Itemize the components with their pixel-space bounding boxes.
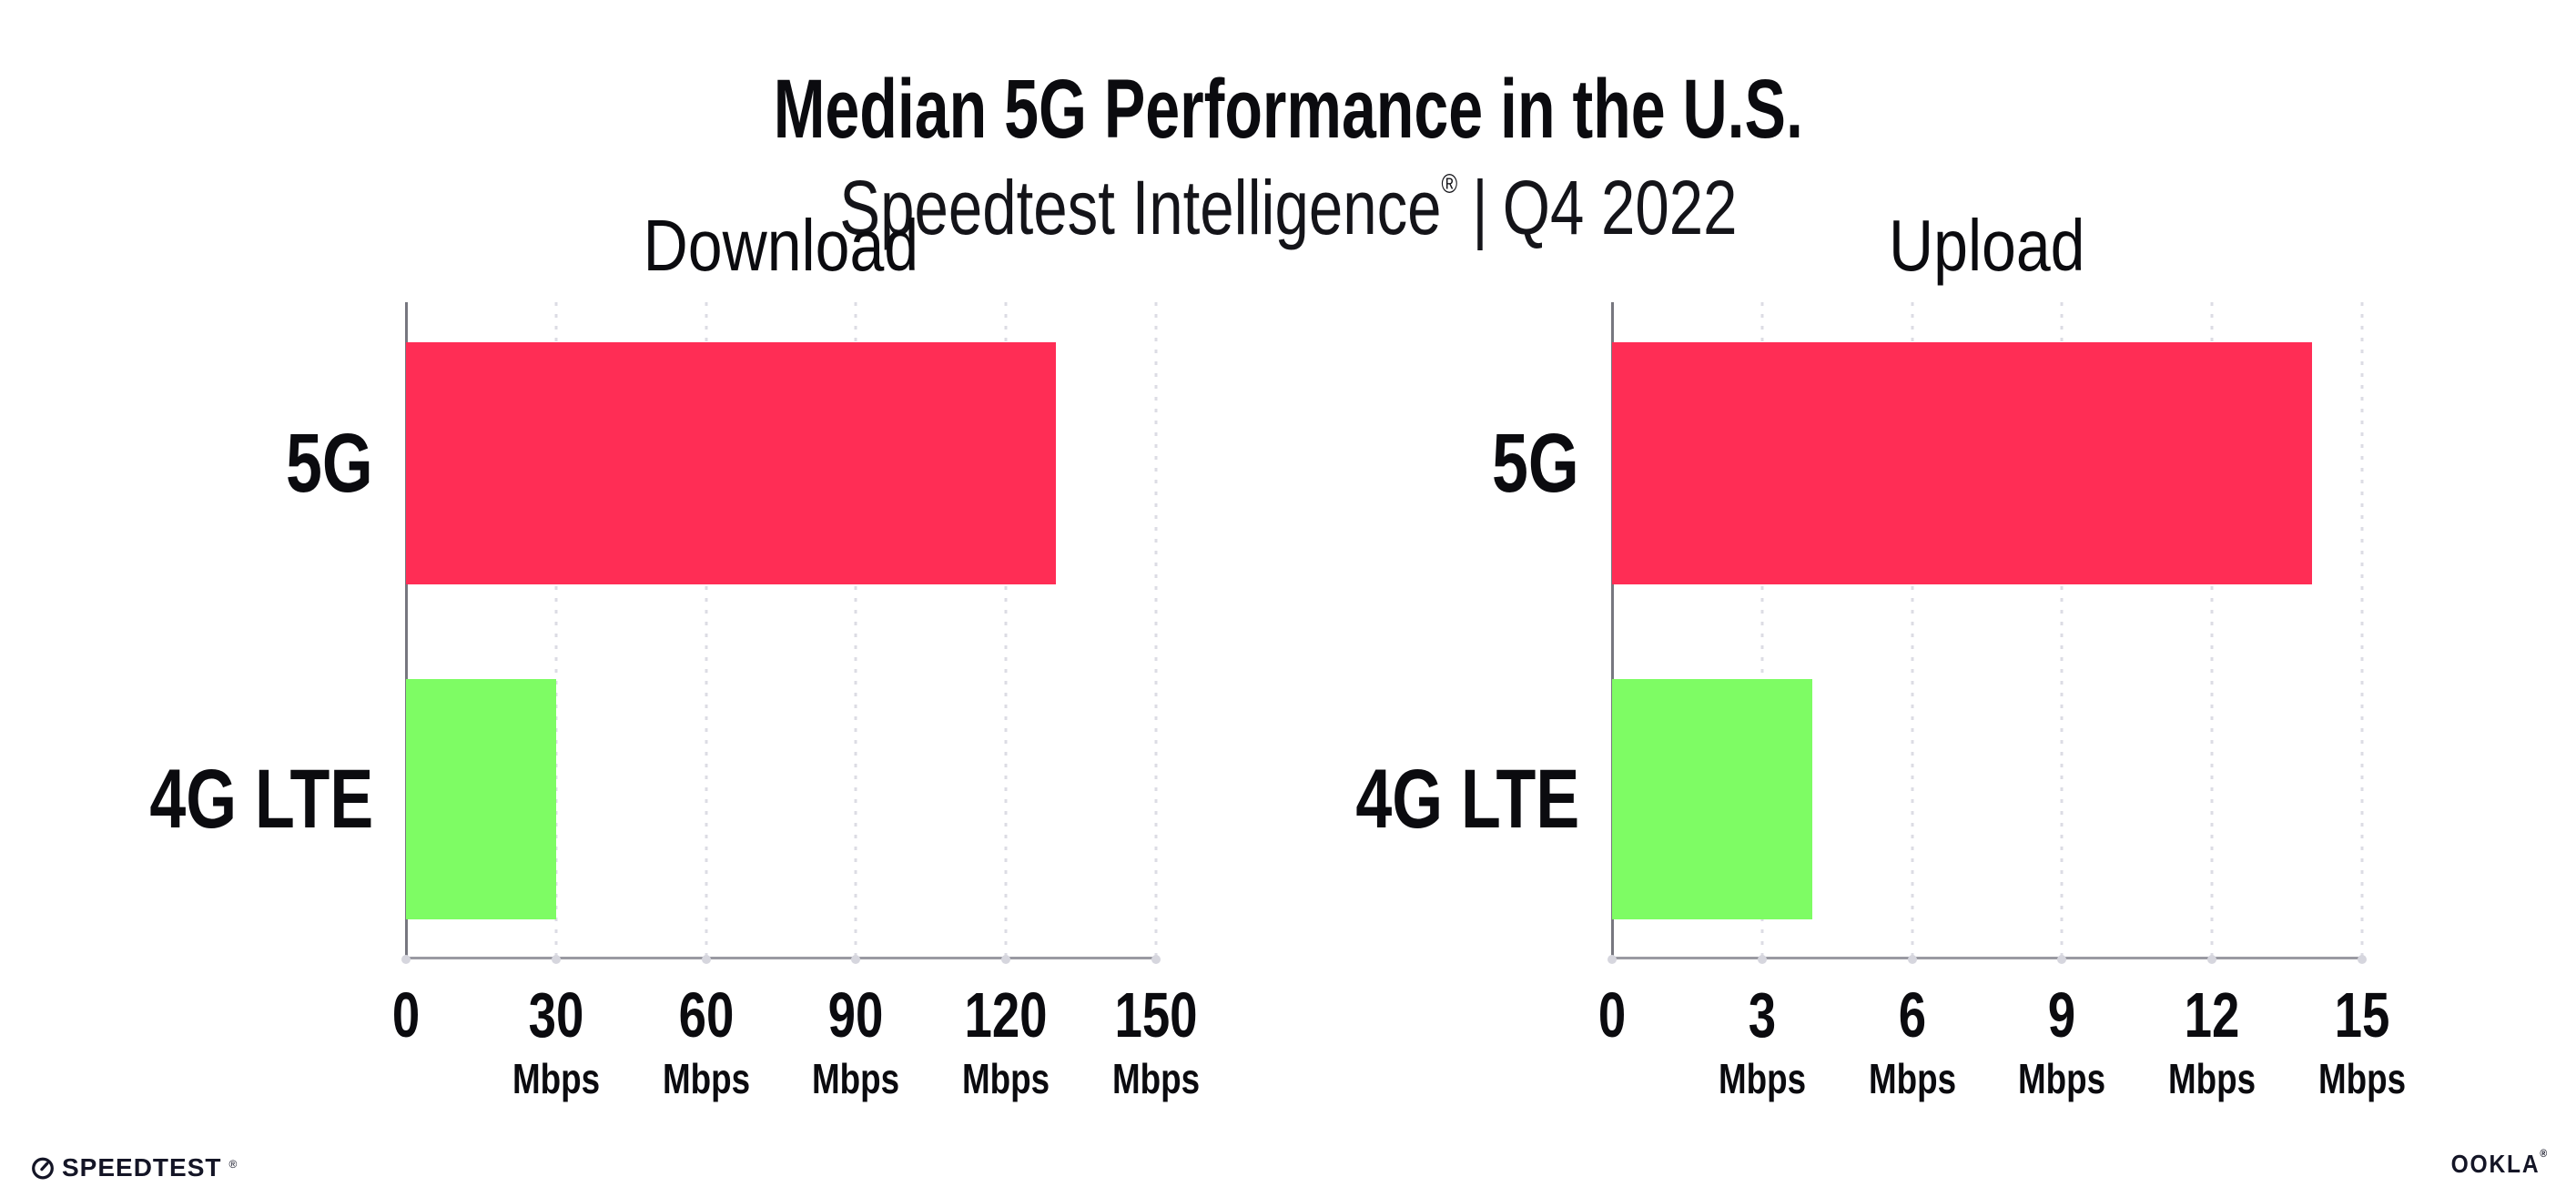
axis-tick-dot: [2057, 955, 2067, 964]
bar-5g-download: [406, 342, 1057, 584]
page-title-text: Median 5G Performance in the U.S.: [773, 62, 1803, 156]
x-axis-line: [1612, 957, 2362, 959]
gridline: [554, 302, 558, 959]
tick-unit: Mbps: [812, 1055, 900, 1102]
upload-chart-title: Upload: [1889, 205, 2085, 286]
bar-4g-lte-download: [406, 679, 556, 919]
speedtest-gauge-icon: [32, 1157, 54, 1180]
gridline: [1154, 302, 1158, 959]
category-label-5g: 5G: [286, 417, 373, 510]
x-tick-label: 120 Mbps: [951, 983, 1060, 1100]
gridline: [854, 302, 857, 959]
x-tick-label: 6 Mbps: [1858, 983, 1967, 1100]
tick-unit: Mbps: [662, 1055, 750, 1102]
x-tick-label: 150 Mbps: [1101, 983, 1211, 1100]
category-label-5g: 5G: [1492, 417, 1579, 510]
gridline: [705, 302, 708, 959]
registered-mark-icon: ®: [1441, 168, 1457, 199]
x-tick-label: 9 Mbps: [2007, 983, 2116, 1100]
axis-tick-dot: [701, 955, 711, 964]
download-plot-area: 0 30 Mbps 60 Mbps 90 Mbps 120 Mbps 150 Mbps 5G 4G LT…: [149, 302, 1200, 1100]
tick-value: 0: [1597, 979, 1627, 1050]
tick-value: 0: [391, 979, 421, 1050]
ookla-logo: OOKLA®: [2438, 1147, 2549, 1179]
x-tick-label: 3 Mbps: [1708, 983, 1817, 1100]
axis-tick-dot: [1151, 955, 1161, 964]
ookla-wordmark: OOKLA: [2450, 1150, 2541, 1178]
gridline: [2060, 302, 2064, 959]
tick-value: 60: [678, 979, 734, 1050]
tick-unit: Mbps: [1718, 1055, 1806, 1102]
upload-chart-panel: Upload 0 3 Mbps 6 Mbps 9 Mbps 12 Mbps 15 Mbps 5G 4G …: [1355, 209, 2406, 1101]
tick-unit: Mbps: [2317, 1055, 2407, 1102]
tick-value: 30: [528, 979, 584, 1050]
tick-value: 150: [1114, 979, 1198, 1050]
x-tick-label: 12 Mbps: [2157, 983, 2267, 1100]
ookla-registered-mark-icon: ®: [2540, 1147, 2549, 1160]
x-tick-label: 0: [1595, 983, 1630, 1047]
speedtest-logo: SPEEDTEST ®: [31, 1153, 237, 1182]
speedtest-registered-mark-icon: ®: [228, 1158, 238, 1171]
axis-tick-dot: [1757, 955, 1767, 964]
subtitle-period: Q4 2022: [1502, 164, 1738, 250]
speedtest-wordmark: SPEEDTEST: [62, 1153, 222, 1182]
tick-value: 3: [1748, 979, 1776, 1050]
gridline: [2360, 302, 2364, 959]
bar-4g-lte-upload: [1612, 679, 1812, 919]
axis-tick-dot: [2207, 955, 2217, 964]
x-tick-label: 15 Mbps: [2307, 983, 2417, 1100]
tick-value: 120: [964, 979, 1048, 1050]
subtitle-product: Speedtest Intelligence: [838, 164, 1442, 250]
category-label-4g-lte: 4G LTE: [1355, 753, 1579, 846]
tick-unit: Mbps: [1868, 1055, 1956, 1102]
bar-5g-upload: [1612, 342, 2313, 584]
download-chart-title: Download: [643, 205, 919, 286]
axis-tick-dot: [851, 955, 861, 964]
upload-plot-area: 0 3 Mbps 6 Mbps 9 Mbps 12 Mbps 15 Mbps 5G 4G LTE: [1355, 302, 2406, 1100]
subtitle-divider: |: [1471, 164, 1488, 250]
tick-value: 12: [2184, 979, 2240, 1050]
gridline: [1911, 302, 1914, 959]
tick-unit: Mbps: [962, 1055, 1050, 1102]
axis-tick-dot: [401, 955, 411, 964]
axis-tick-dot: [2358, 955, 2367, 964]
tick-value: 15: [2334, 979, 2390, 1050]
tick-unit: Mbps: [512, 1055, 600, 1102]
x-tick-label: 90 Mbps: [801, 983, 910, 1100]
page-subtitle: Speedtest Intelligence® | Q4 2022: [0, 169, 2576, 246]
tick-value: 6: [1898, 979, 1926, 1050]
y-axis-line: [405, 302, 408, 959]
x-tick-label: 30 Mbps: [502, 983, 611, 1100]
axis-tick-dot: [1607, 955, 1617, 964]
axis-tick-dot: [1001, 955, 1011, 964]
tick-value: 9: [2048, 979, 2076, 1050]
axis-tick-dot: [1907, 955, 1917, 964]
x-tick-label: 0: [389, 983, 424, 1047]
tick-unit: Mbps: [1111, 1055, 1201, 1102]
gridline: [1760, 302, 1764, 959]
page-title: Median 5G Performance in the U.S.: [0, 67, 2576, 151]
tick-unit: Mbps: [2018, 1055, 2106, 1102]
tick-value: 90: [828, 979, 884, 1050]
category-label-4g-lte: 4G LTE: [149, 753, 373, 846]
download-chart-panel: Download 0 30 Mbps 60 Mbps 90 Mbps 120 Mbps 150 Mb…: [149, 209, 1200, 1101]
gridline: [1004, 302, 1008, 959]
y-axis-line: [1611, 302, 1614, 959]
axis-tick-dot: [551, 955, 561, 964]
x-axis-line: [406, 957, 1156, 959]
gridline: [2210, 302, 2214, 959]
x-tick-label: 60 Mbps: [652, 983, 761, 1100]
tick-unit: Mbps: [2168, 1055, 2257, 1102]
